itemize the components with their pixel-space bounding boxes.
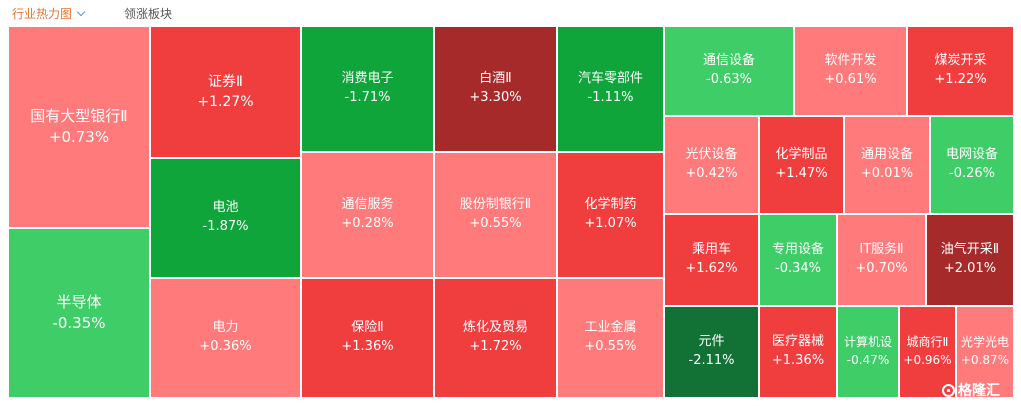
tile-sector-name: 元件 [698,334,725,350]
heatmap-tile[interactable]: 电力 +0.36% [150,278,301,398]
tile-sector-name: 国有大型银行Ⅱ [30,106,128,125]
heatmap-tile[interactable]: 油气开采Ⅱ +2.01% [926,214,1014,306]
tile-change-percent: +0.61% [824,72,877,87]
logo-text: 格隆汇 [958,383,1000,399]
chevron-down-icon[interactable] [76,7,86,17]
tile-change-percent: -0.35% [52,314,106,332]
heatmap-tile[interactable]: 光伏设备 +0.42% [664,116,759,214]
tile-change-percent: +0.73% [48,128,110,146]
heatmap-tile[interactable]: 汽车零部件 -1.11% [557,26,664,152]
tile-sector-name: 软件开发 [824,53,877,69]
heatmap-tile[interactable]: 炼化及贸易 +1.72% [434,278,557,398]
tile-change-percent: +1.36% [771,353,825,368]
tile-change-percent: +2.01% [943,261,997,276]
heatmap-tile[interactable]: 国有大型银行Ⅱ +0.73% [8,26,150,228]
gelonghui-logo-icon [942,383,955,397]
heatmap-tile[interactable]: 元件 -2.11% [664,306,759,398]
heatmap-tile[interactable]: 白酒Ⅱ +3.30% [434,26,557,152]
tile-change-percent: -1.87% [202,219,249,234]
tile-change-percent: -0.47% [846,353,890,367]
tile-change-percent: -2.11% [688,353,735,368]
tile-sector-name: 炼化及贸易 [462,320,528,336]
tile-change-percent: +0.28% [341,216,394,231]
heatmap-tile[interactable]: 通信服务 +0.28% [301,152,434,278]
tile-change-percent: +0.96% [903,353,952,367]
heatmap-tile[interactable]: 通信设备 -0.63% [664,26,794,116]
tile-sector-name: 电池 [212,200,239,216]
tile-change-percent: +0.42% [685,166,738,181]
heatmap-tile[interactable]: 工业金属 +0.55% [557,278,664,398]
heatmap-tile[interactable]: 专用设备 -0.34% [759,214,837,306]
heatmap-tile[interactable]: 电池 -1.87% [150,158,301,278]
heatmap-tile[interactable]: IT服务Ⅱ +0.70% [837,214,926,306]
tile-change-percent: -1.11% [587,90,634,105]
industry-heatmap: 国有大型银行Ⅱ +0.73% 半导体 -0.35% 证券Ⅱ +1.27% 电池 -1.87% 电… [8,26,1014,398]
tile-change-percent: +1.07% [584,216,637,231]
tile-change-percent: +1.36% [341,339,394,354]
tile-sector-name: 光伏设备 [685,147,738,163]
heatmap-tile[interactable]: 通用设备 +0.01% [844,116,930,214]
heatmap-tile[interactable]: 医疗器械 +1.36% [759,306,837,398]
tile-change-percent: +0.01% [860,166,914,181]
heatmap-tile[interactable]: 保险Ⅱ +1.36% [301,278,434,398]
heatmap-tile[interactable]: 证券Ⅱ +1.27% [150,26,301,158]
tile-sector-name: 电力 [212,320,239,336]
heatmap-tile[interactable]: 计算机设 -0.47% [837,306,899,398]
tile-change-percent: +1.47% [775,166,828,181]
heatmap-tile[interactable]: 化学制品 +1.47% [759,116,844,214]
tile-sector-name: 乘用车 [691,242,731,258]
tile-change-percent: +0.55% [469,216,522,231]
tile-sector-name: 医疗器械 [771,334,824,350]
tile-sector-name: 化学制品 [775,147,828,163]
tile-sector-name: 专用设备 [771,242,824,258]
heatmap-tile[interactable]: 化学制药 +1.07% [557,152,664,278]
tile-sector-name: 电网设备 [945,147,998,163]
tile-sector-name: 工业金属 [584,320,637,336]
tile-change-percent: +0.36% [199,339,252,354]
tile-change-percent: -0.34% [775,261,821,276]
tile-sector-name: 保险Ⅱ [351,320,384,336]
heatmap-tile[interactable]: 消费电子 -1.71% [301,26,434,152]
tile-sector-name: 股份制银行Ⅱ [459,197,532,213]
tile-sector-name: 化学制药 [584,197,637,213]
tile-change-percent: -0.63% [706,72,752,87]
tile-change-percent: +1.22% [934,72,987,87]
tile-sector-name: 消费电子 [341,71,394,87]
tile-change-percent: +0.70% [855,261,908,276]
heatmap-tile[interactable]: 城商行Ⅱ +0.96% [899,306,956,398]
tile-sector-name: 计算机设 [843,335,892,350]
tile-sector-name: 煤炭开采 [934,53,987,69]
tab-industry-heatmap-label: 行业热力图 [12,7,73,21]
tile-sector-name: 通用设备 [860,147,913,163]
tile-sector-name: 白酒Ⅱ [479,71,512,87]
heatmap-tile[interactable]: 股份制银行Ⅱ +0.55% [434,152,557,278]
tab-bar: 行业热力图 领涨板块 [0,0,1021,28]
tile-change-percent: -0.26% [949,166,995,181]
tile-change-percent: +0.87% [960,353,1010,367]
heatmap-tile[interactable]: 半导体 -0.35% [8,228,150,398]
heatmap-tile[interactable]: 电网设备 -0.26% [930,116,1014,214]
tile-change-percent: +1.62% [685,261,738,276]
tile-sector-name: 半导体 [56,292,102,311]
gelonghui-logo: 格隆汇 [942,379,1000,401]
tile-sector-name: 通信服务 [341,197,394,213]
tile-sector-name: 城商行Ⅱ [906,335,949,350]
tile-sector-name: IT服务Ⅱ [859,242,904,258]
tile-sector-name: 光学光电 [960,335,1009,350]
heatmap-tile[interactable]: 光学光电 +0.87% [956,306,1014,398]
tile-sector-name: 证券Ⅱ [208,73,243,90]
tab-industry-heatmap[interactable]: 行业热力图 [12,6,86,22]
tile-change-percent: +3.30% [469,90,522,105]
tile-change-percent: -1.71% [344,90,391,105]
tile-sector-name: 通信设备 [702,53,755,69]
tile-sector-name: 汽车零部件 [577,71,643,87]
tab-leading-sectors[interactable]: 领涨板块 [124,7,173,21]
tile-change-percent: +0.55% [584,339,637,354]
tile-change-percent: +1.72% [469,339,522,354]
heatmap-tile[interactable]: 煤炭开采 +1.22% [907,26,1014,116]
tile-sector-name: 油气开采Ⅱ [940,242,1000,258]
heatmap-tile[interactable]: 软件开发 +0.61% [794,26,907,116]
tile-change-percent: +1.27% [197,94,254,110]
heatmap-tile[interactable]: 乘用车 +1.62% [664,214,759,306]
